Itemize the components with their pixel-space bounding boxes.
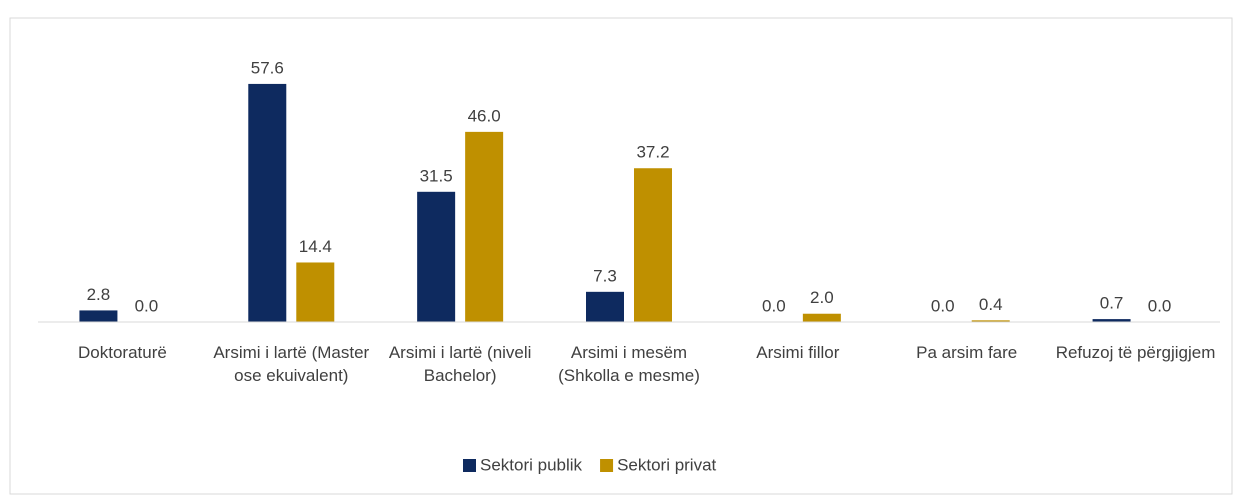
legend-swatch [463, 459, 476, 472]
legend-swatch [600, 459, 614, 472]
chart-border [9, 17, 1233, 495]
bar [802, 313, 841, 322]
bar [79, 310, 118, 322]
data-label: 0.0 [762, 296, 786, 315]
legend-label: Sektori publik [480, 455, 583, 474]
data-label: 0.7 [1100, 294, 1124, 313]
data-label: 37.2 [636, 143, 669, 162]
data-label: 46.0 [468, 106, 501, 125]
data-label: 0.4 [979, 295, 1003, 314]
bar [634, 168, 672, 322]
bar [417, 191, 456, 322]
x-tick-label: Arsimi fillor [756, 343, 840, 362]
x-tick-label: Arsimi i lartë (niveli Bachelor) [388, 343, 532, 385]
legend-label: Sektori privat [617, 455, 716, 474]
data-label: 57.6 [251, 58, 284, 77]
x-tick-label: Arsimi i mesëm (Shkolla e mesme) [558, 343, 700, 385]
data-label: 0.0 [1148, 296, 1172, 315]
x-tick-label: Doktoraturë [78, 343, 167, 362]
data-label: 0.0 [135, 296, 159, 315]
bar [1092, 319, 1131, 322]
data-label: 2.0 [810, 288, 834, 307]
bar [465, 131, 504, 322]
data-label: 14.4 [299, 237, 332, 256]
data-label: 0.0 [931, 296, 955, 315]
x-tick-label: Arsimi i lartë (Master ose ekuivalent) [213, 343, 370, 385]
x-tick-label: Refuzoj të përgjigjem [1055, 343, 1216, 362]
bar [296, 262, 335, 322]
x-tick-label: Pa arsim fare [916, 343, 1018, 362]
data-label: 31.5 [420, 166, 453, 185]
bar [971, 320, 1010, 322]
bar [248, 83, 287, 322]
data-label: 7.3 [593, 266, 617, 285]
data-label: 2.8 [87, 285, 111, 304]
bar [586, 291, 624, 322]
